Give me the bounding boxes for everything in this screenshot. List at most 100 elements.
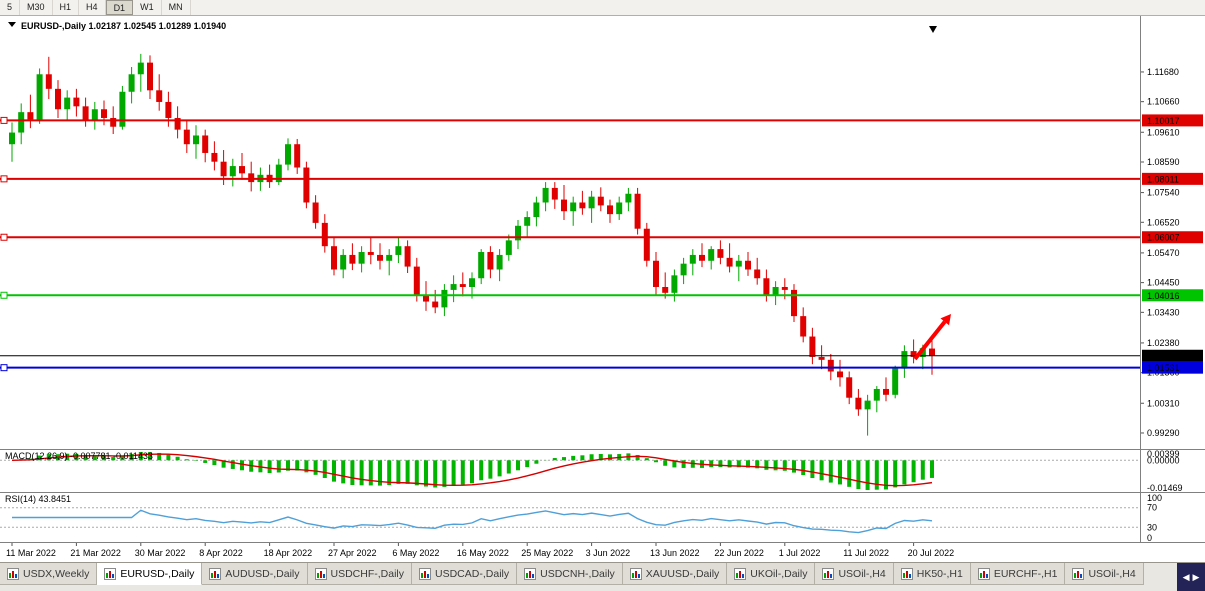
candle bbox=[864, 394, 871, 436]
chart-canvas[interactable]: 1.11680 1.10660 1.09610 1.08590 1.07540 1.065… bbox=[0, 16, 1205, 562]
price-axis-label: 1.02380 bbox=[1147, 338, 1180, 348]
symbol-tabs: USDX,Weekly EURUSD-,Daily AUDUSD-,Daily USD… bbox=[0, 563, 1177, 585]
candle bbox=[395, 237, 402, 264]
candle bbox=[791, 284, 797, 322]
horizontal-line[interactable] bbox=[0, 233, 1140, 241]
candle bbox=[193, 125, 199, 159]
horizontal-line[interactable] bbox=[0, 175, 1140, 183]
svg-text:1.01940: 1.01940 bbox=[1147, 351, 1180, 361]
rsi-axis-label: 30 bbox=[1147, 522, 1157, 532]
candle bbox=[137, 53, 144, 92]
tab-usoil-h4[interactable]: USOil-,H4 bbox=[1065, 563, 1144, 585]
tab-label: USDCHF-,Daily bbox=[330, 567, 405, 580]
candle bbox=[377, 243, 383, 270]
timeframe-button-d1[interactable]: D1 bbox=[105, 0, 134, 15]
candle bbox=[119, 85, 126, 130]
price-axis-label: 1.08590 bbox=[1147, 157, 1180, 167]
date-label: 30 Mar 2022 bbox=[135, 548, 186, 558]
mini-chart-icon bbox=[900, 567, 913, 580]
candle bbox=[303, 161, 310, 209]
tab-usoil-h4[interactable]: USOil-,H4 bbox=[815, 563, 894, 585]
macd-axis-label: 0.00399 bbox=[1147, 449, 1180, 459]
candle bbox=[487, 246, 494, 279]
macd-axis-label: -0.01469 bbox=[1147, 483, 1183, 493]
tab-label: USDCAD-,Daily bbox=[435, 567, 510, 580]
price-axis-label: 1.10660 bbox=[1147, 97, 1180, 107]
tab-audusd-daily[interactable]: AUDUSD-,Daily bbox=[202, 563, 308, 585]
price-axis-label: 1.00310 bbox=[1147, 398, 1180, 408]
candle bbox=[367, 237, 374, 265]
candle bbox=[183, 120, 190, 153]
shift-marker-icon[interactable] bbox=[929, 26, 937, 33]
collapse-triangle-icon[interactable] bbox=[8, 22, 16, 27]
price-axis-label: 1.07540 bbox=[1147, 188, 1180, 198]
candle bbox=[818, 345, 825, 370]
price-axis-label: 1.05470 bbox=[1147, 248, 1180, 258]
candle bbox=[18, 103, 25, 145]
timeframe-button-h1[interactable]: H1 bbox=[53, 0, 80, 15]
candle bbox=[285, 138, 291, 171]
tab-xauusd-daily[interactable]: XAUUSD-,Daily bbox=[622, 563, 728, 585]
price-badge: 1.04016 bbox=[1142, 289, 1203, 302]
tab-usdcnh-daily[interactable]: USDCNH-,Daily bbox=[517, 563, 623, 585]
line-handle[interactable] bbox=[0, 364, 8, 372]
line-handle[interactable] bbox=[0, 291, 8, 299]
tab-eurchf-h1[interactable]: EURCHF-,H1 bbox=[970, 563, 1066, 585]
tab-label: USDCNH-,Daily bbox=[540, 567, 615, 580]
line-handle[interactable] bbox=[0, 116, 8, 124]
candle bbox=[772, 281, 779, 306]
price-badge: 1.08011 bbox=[1142, 172, 1203, 185]
tab-usdchf-daily[interactable]: USDCHF-,Daily bbox=[307, 563, 413, 585]
rsi-axis-label: 100 bbox=[1147, 493, 1162, 503]
tab-label: EURUSD-,Daily bbox=[120, 567, 195, 580]
candle bbox=[441, 284, 448, 317]
date-label: 11 Jul 2022 bbox=[843, 548, 889, 558]
candle bbox=[643, 222, 650, 267]
tab-eurusd-daily[interactable]: EURUSD-,Daily bbox=[97, 563, 203, 585]
candle bbox=[708, 246, 715, 270]
candle bbox=[892, 365, 899, 399]
tab-scroll-buttons: ◀ ▶ bbox=[1177, 563, 1205, 591]
horizontal-line[interactable] bbox=[0, 291, 1140, 299]
tab-label: XAUUSD-,Daily bbox=[645, 567, 720, 580]
candle bbox=[735, 254, 742, 282]
tab-scroll-left-icon[interactable]: ◀ bbox=[1182, 572, 1190, 582]
svg-text:1.06007: 1.06007 bbox=[1147, 233, 1180, 243]
tab-hk50-h1[interactable]: HK50-,H1 bbox=[893, 563, 971, 585]
line-handle[interactable] bbox=[0, 175, 8, 183]
trend-arrow[interactable] bbox=[913, 314, 951, 361]
mini-chart-icon bbox=[734, 567, 747, 580]
candle bbox=[211, 141, 218, 171]
candle bbox=[754, 257, 761, 285]
tab-usdcad-daily[interactable]: USDCAD-,Daily bbox=[412, 563, 518, 585]
timeframe-button-5[interactable]: 5 bbox=[0, 0, 21, 15]
tab-ukoil-daily[interactable]: UKOil-,Daily bbox=[727, 563, 816, 585]
timeframe-button-mn[interactable]: MN bbox=[162, 0, 191, 15]
candle bbox=[248, 161, 255, 192]
line-handle[interactable] bbox=[0, 233, 8, 241]
candles bbox=[9, 53, 935, 436]
price-axis-label: 1.03430 bbox=[1147, 307, 1180, 317]
candle bbox=[515, 219, 521, 250]
price-axis-label: 0.99290 bbox=[1147, 428, 1180, 438]
tab-scroll-right-icon[interactable]: ▶ bbox=[1192, 572, 1200, 582]
mini-chart-icon bbox=[822, 567, 835, 580]
candle bbox=[717, 240, 724, 265]
date-label: 8 Apr 2022 bbox=[199, 548, 243, 558]
candle bbox=[459, 272, 466, 297]
candle bbox=[873, 386, 880, 413]
chart-panel[interactable]: 1.11680 1.10660 1.09610 1.08590 1.07540 1.065… bbox=[0, 16, 1205, 562]
timeframe-button-w1[interactable]: W1 bbox=[133, 0, 162, 15]
horizontal-line[interactable] bbox=[0, 364, 1140, 372]
timeframe-button-h4[interactable]: H4 bbox=[79, 0, 106, 15]
candle bbox=[340, 249, 347, 279]
tab-usdx-weekly[interactable]: USDX,Weekly bbox=[0, 563, 98, 585]
rsi-axis-label: 70 bbox=[1147, 503, 1157, 513]
horizontal-line[interactable] bbox=[0, 116, 1140, 124]
candle bbox=[36, 68, 43, 124]
mini-chart-icon bbox=[524, 567, 537, 580]
candle bbox=[147, 55, 153, 100]
chart-background bbox=[0, 16, 1205, 562]
timeframe-button-m30[interactable]: M30 bbox=[20, 0, 53, 15]
